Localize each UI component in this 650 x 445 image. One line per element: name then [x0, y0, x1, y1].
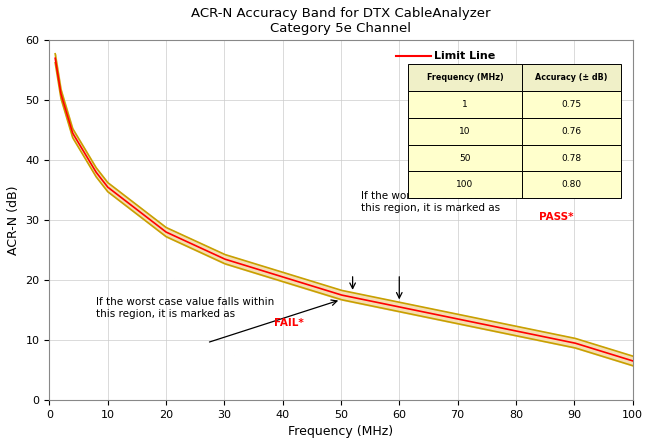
X-axis label: Frequency (MHz): Frequency (MHz)	[289, 425, 393, 438]
Bar	[522, 145, 621, 171]
Y-axis label: ACR-N (dB): ACR-N (dB)	[7, 185, 20, 255]
Text: 50: 50	[459, 154, 471, 162]
Text: 0.78: 0.78	[561, 154, 581, 162]
Bar	[408, 171, 522, 198]
Bar	[522, 117, 621, 145]
Text: If the worst case value falls within
this region, it is marked as: If the worst case value falls within thi…	[96, 297, 274, 319]
Text: 0.80: 0.80	[561, 181, 581, 190]
Text: 1: 1	[462, 100, 468, 109]
Text: PASS*: PASS*	[540, 212, 574, 222]
Text: 100: 100	[456, 181, 473, 190]
Text: Frequency (MHz): Frequency (MHz)	[426, 73, 503, 81]
Bar	[522, 91, 621, 117]
Bar	[408, 117, 522, 145]
Bar	[522, 64, 621, 91]
Text: Limit Line: Limit Line	[434, 52, 495, 61]
Title: ACR-N Accuracy Band for DTX CableAnalyzer
Category 5e Channel: ACR-N Accuracy Band for DTX CableAnalyze…	[191, 7, 491, 35]
Text: 0.76: 0.76	[561, 126, 581, 136]
Text: If the worst case value falls within
this region, it is marked as: If the worst case value falls within thi…	[361, 191, 540, 213]
Text: 0.75: 0.75	[561, 100, 581, 109]
Text: 10: 10	[459, 126, 471, 136]
Bar	[522, 171, 621, 198]
Bar	[408, 91, 522, 117]
Bar	[408, 64, 522, 91]
Bar	[408, 145, 522, 171]
Text: Accuracy (± dB): Accuracy (± dB)	[535, 73, 608, 81]
Text: FAIL*: FAIL*	[274, 318, 304, 328]
